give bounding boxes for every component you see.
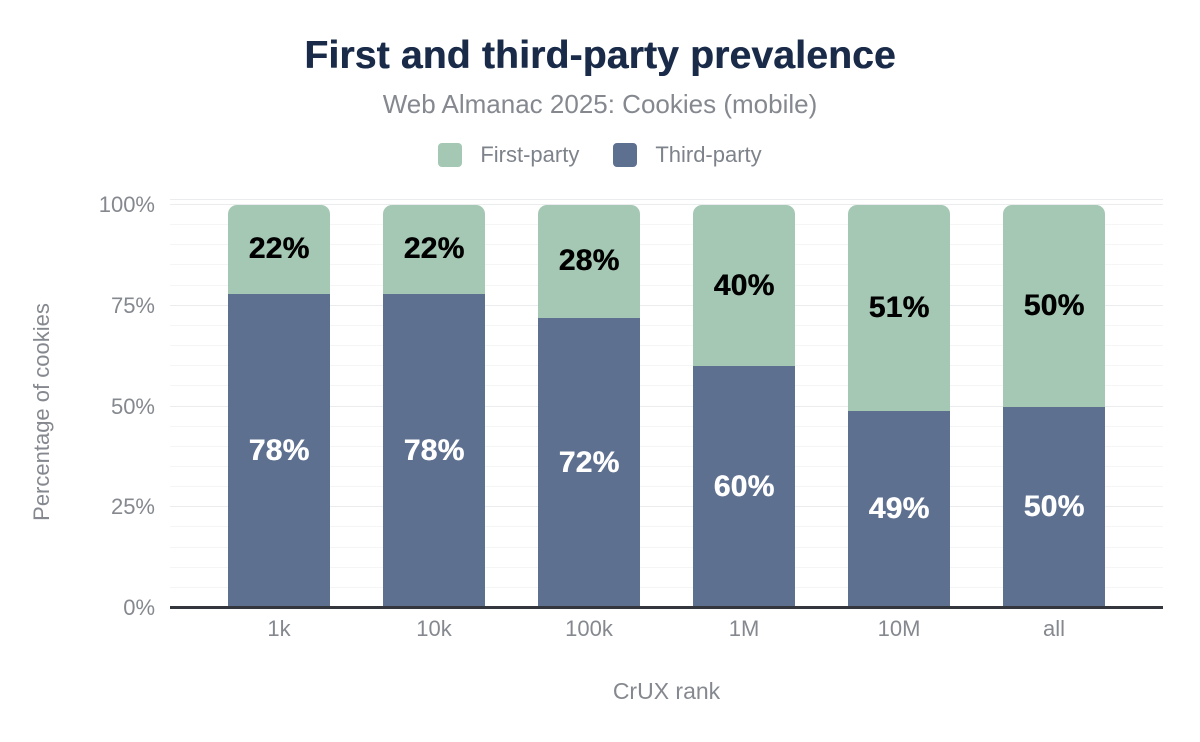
- value-label: 78%: [248, 433, 310, 467]
- gridline-minor: [170, 284, 1163, 286]
- gridline-minor: [170, 385, 1163, 387]
- value-label: 50%: [1023, 490, 1085, 524]
- value-label: 49%: [868, 492, 930, 526]
- x-tick-label-1M: 1M: [728, 616, 760, 641]
- bar-10M: 51% 49%: [848, 205, 950, 608]
- y-tick-label: 50%: [110, 393, 155, 419]
- gridline-minor: [170, 345, 1163, 347]
- value-label: 50%: [1023, 288, 1085, 322]
- bar-10k: 22% 78%: [383, 205, 485, 608]
- value-label: 28%: [558, 244, 620, 278]
- value-label: 22%: [248, 232, 310, 266]
- segment-first-party-1k: 22%: [228, 205, 330, 294]
- bar-100k: 28% 72%: [538, 205, 640, 608]
- segment-first-party-1M: 40%: [693, 205, 795, 367]
- gridline-major: [170, 506, 1163, 508]
- gridline-minor: [170, 586, 1163, 588]
- gridline-minor: [170, 324, 1163, 326]
- gridlines: [170, 199, 1163, 608]
- legend-swatch-third-party-icon: [613, 143, 638, 167]
- y-axis-tick-labels: 0% 25% 50% 75% 100%: [0, 194, 155, 619]
- plot-top-border: [170, 199, 1163, 200]
- value-label: 72%: [558, 445, 620, 479]
- value-label: 60%: [713, 470, 775, 504]
- segment-first-party-100k: 28%: [538, 205, 640, 318]
- segment-third-party-1k: 78%: [228, 293, 330, 608]
- gridline-minor: [170, 486, 1163, 488]
- bar-all: 50% 50%: [1003, 205, 1105, 608]
- segment-first-party-all: 50%: [1003, 205, 1105, 407]
- bar-1M: 40% 60%: [693, 205, 795, 608]
- segment-third-party-1M: 60%: [693, 366, 795, 608]
- x-tick-label-10k: 10k: [416, 616, 452, 641]
- chart-subtitle: Web Almanac 2025: Cookies (mobile): [382, 89, 818, 119]
- x-tick-label-all: all: [1042, 616, 1065, 641]
- chart-title: First and third-party prevalence: [304, 34, 896, 77]
- x-tick-label-10M: 10M: [877, 616, 921, 641]
- legend-item-third-party: Third-party: [613, 142, 762, 168]
- bar-1k: 22% 78%: [228, 205, 330, 608]
- legend-label-third-party: Third-party: [655, 142, 762, 167]
- y-tick-label: 75%: [110, 292, 155, 318]
- y-tick-label: 0%: [123, 595, 155, 620]
- gridline-major: [170, 405, 1163, 407]
- x-axis-title: CrUX rank: [612, 678, 721, 704]
- gridline-minor: [170, 425, 1163, 427]
- y-tick-label: 100%: [98, 192, 155, 217]
- gridline-major: [170, 204, 1163, 205]
- value-label: 78%: [403, 433, 465, 467]
- gridline-minor: [170, 224, 1163, 226]
- x-axis-labels: 1k 10k 100k 1M 10M all: [170, 616, 1163, 642]
- x-axis-line: [170, 606, 1163, 609]
- y-tick-label: 25%: [110, 494, 155, 520]
- gridline-minor: [170, 264, 1163, 266]
- segment-third-party-100k: 72%: [538, 317, 640, 608]
- bars-row: 22% 78% 22% 78% 28% 72% 40% 60% 51% 49% 50% 50%: [170, 205, 1163, 608]
- legend: First-party Third-party: [0, 142, 1200, 168]
- value-label: 40%: [713, 268, 775, 302]
- segment-first-party-10k: 22%: [383, 205, 485, 294]
- gridline-minor: [170, 526, 1163, 528]
- gridline-minor: [170, 465, 1163, 467]
- segment-third-party-all: 50%: [1003, 406, 1105, 608]
- legend-label-first-party: First-party: [480, 142, 580, 167]
- gridline-minor: [170, 244, 1163, 246]
- legend-item-first-party: First-party: [438, 142, 579, 168]
- x-tick-label-100k: 100k: [565, 616, 613, 641]
- legend-swatch-first-party-icon: [438, 143, 463, 167]
- gridline-minor: [170, 566, 1163, 568]
- segment-third-party-10M: 49%: [848, 410, 950, 608]
- segment-first-party-10M: 51%: [848, 205, 950, 411]
- plot-area: 22% 78% 22% 78% 28% 72% 40% 60% 51% 49% 50% 50%: [170, 199, 1163, 608]
- gridline-minor: [170, 445, 1163, 447]
- segment-third-party-10k: 78%: [383, 293, 485, 608]
- gridline-minor: [170, 546, 1163, 548]
- value-label: 22%: [403, 232, 465, 266]
- gridline-major: [170, 304, 1163, 306]
- gridline-minor: [170, 365, 1163, 367]
- x-tick-label-1k: 1k: [267, 616, 291, 641]
- value-label: 51%: [868, 290, 930, 324]
